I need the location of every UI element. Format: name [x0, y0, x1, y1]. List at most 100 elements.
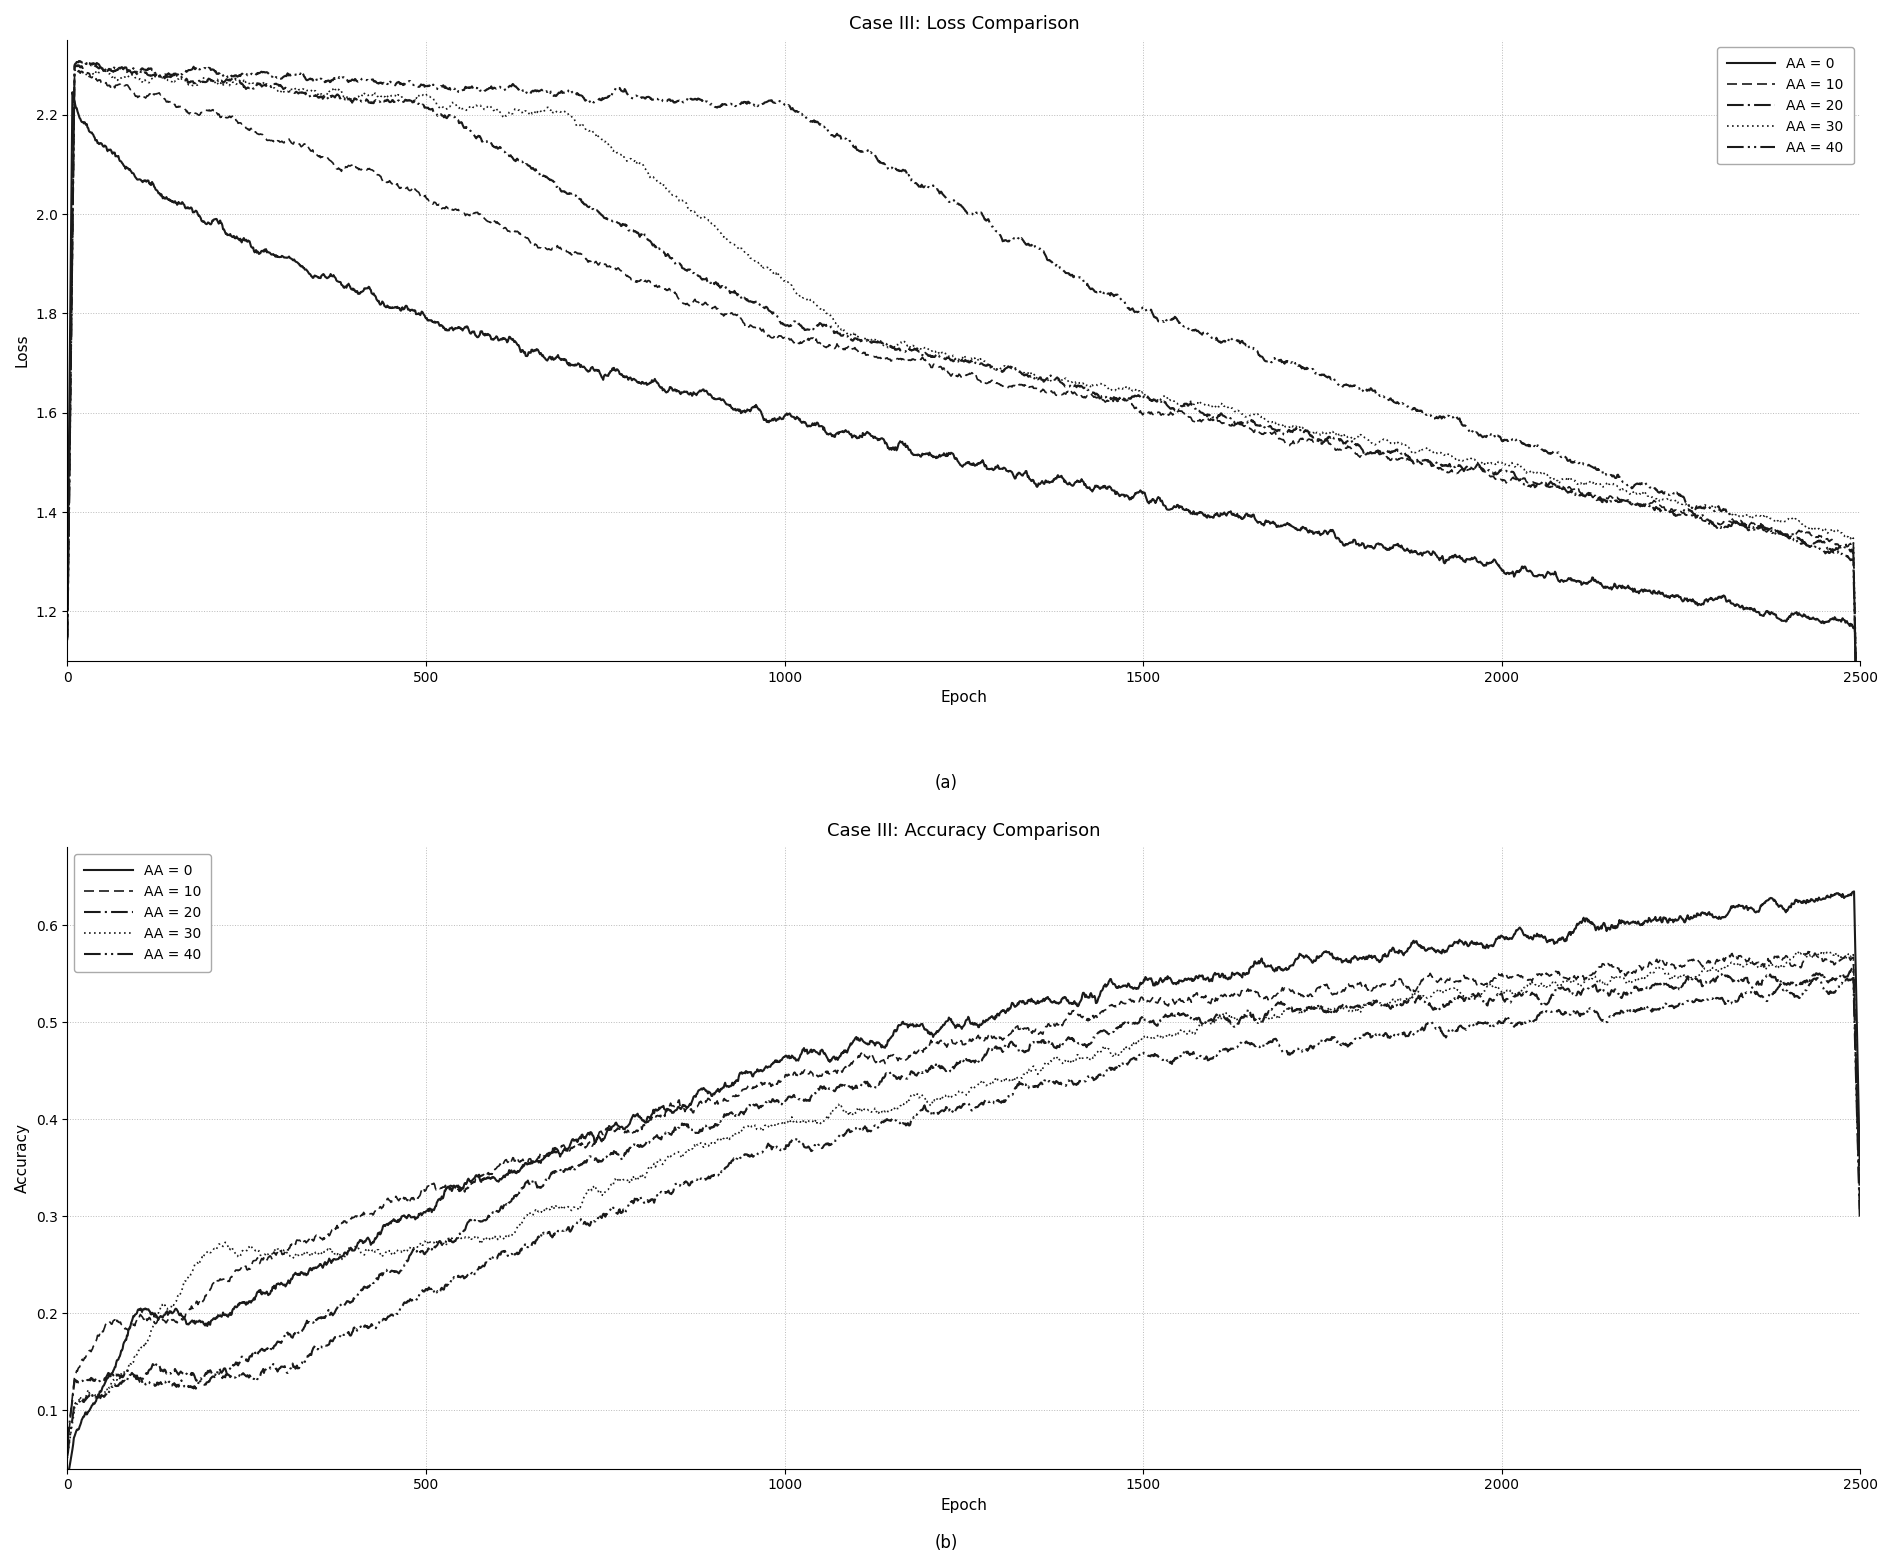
AA = 10: [93, 1319, 115, 1338]
AA = 20: [1056, 376, 1079, 395]
AA = 20: [752, 1097, 774, 1116]
AA = 0: [93, 136, 115, 155]
AA = 30: [752, 259, 774, 277]
AA = 20: [1656, 500, 1679, 519]
AA = 40: [93, 1387, 115, 1406]
AA = 10: [57, 1439, 80, 1457]
AA = 30: [93, 61, 115, 80]
AA = 30: [57, 1448, 80, 1467]
AA = 40: [1516, 1012, 1539, 1031]
Y-axis label: Loss: Loss: [15, 334, 30, 367]
AA = 40: [57, 627, 80, 646]
Legend: AA = 0, AA = 10, AA = 20, AA = 30, AA = 40: AA = 0, AA = 10, AA = 20, AA = 30, AA = …: [1717, 47, 1853, 165]
AA = 30: [1516, 462, 1539, 481]
AA = 30: [1656, 964, 1679, 983]
AA = 20: [1842, 957, 1865, 976]
Y-axis label: Accuracy: Accuracy: [15, 1124, 30, 1192]
AA = 30: [1516, 976, 1539, 995]
AA = 0: [1056, 475, 1079, 494]
AA = 10: [752, 320, 774, 338]
AA = 10: [93, 72, 115, 91]
AA = 40: [1516, 436, 1539, 454]
AA = 30: [1056, 371, 1079, 390]
Line: AA = 30: AA = 30: [68, 69, 1859, 838]
AA = 10: [1056, 1008, 1079, 1026]
AA = 0: [1656, 586, 1679, 605]
AA = 20: [1056, 1030, 1079, 1048]
Title: Case III: Accuracy Comparison: Case III: Accuracy Comparison: [827, 823, 1100, 840]
AA = 10: [752, 1075, 774, 1094]
Line: AA = 40: AA = 40: [68, 61, 1859, 852]
AA = 30: [1787, 942, 1810, 961]
Line: AA = 20: AA = 20: [68, 967, 1859, 1443]
AA = 40: [752, 1142, 774, 1161]
AA = 40: [1848, 843, 1870, 862]
AA = 0: [93, 1376, 115, 1395]
AA = 10: [1656, 954, 1679, 973]
AA = 40: [57, 1446, 80, 1465]
AA = 10: [1848, 1196, 1870, 1214]
AA = 20: [1516, 983, 1539, 1001]
AA = 40: [93, 61, 115, 80]
AA = 30: [1848, 1194, 1870, 1213]
AA = 10: [1848, 832, 1870, 851]
AA = 30: [57, 632, 80, 650]
AA = 10: [1516, 970, 1539, 989]
AA = 20: [57, 628, 80, 647]
AA = 20: [1656, 976, 1679, 995]
Line: AA = 30: AA = 30: [68, 951, 1859, 1457]
AA = 0: [1842, 882, 1865, 901]
AA = 10: [57, 630, 80, 649]
AA = 20: [1848, 840, 1870, 859]
AA = 40: [1056, 1073, 1079, 1092]
AA = 0: [752, 1062, 774, 1081]
AA = 20: [76, 53, 98, 72]
AA = 40: [1656, 486, 1679, 505]
AA = 10: [1590, 490, 1613, 509]
AA = 0: [1848, 887, 1870, 906]
AA = 40: [1588, 1009, 1611, 1028]
Line: AA = 0: AA = 0: [68, 92, 1859, 896]
AA = 0: [1656, 914, 1679, 932]
AA = 0: [57, 595, 80, 614]
X-axis label: Epoch: Epoch: [941, 691, 988, 705]
AA = 10: [68, 61, 91, 80]
AA = 40: [68, 52, 91, 71]
Title: Case III: Loss Comparison: Case III: Loss Comparison: [848, 16, 1079, 33]
AA = 20: [1590, 490, 1613, 509]
AA = 20: [1588, 981, 1611, 1000]
AA = 40: [1848, 1210, 1870, 1229]
AA = 40: [1806, 968, 1829, 987]
AA = 30: [1056, 1051, 1079, 1070]
AA = 0: [57, 1470, 80, 1489]
Text: (b): (b): [935, 1534, 958, 1553]
AA = 0: [1056, 992, 1079, 1011]
AA = 20: [57, 1434, 80, 1453]
AA = 20: [1848, 1200, 1870, 1219]
AA = 30: [1656, 490, 1679, 509]
AA = 20: [93, 60, 115, 78]
AA = 20: [93, 1371, 115, 1390]
AA = 0: [1516, 928, 1539, 946]
Line: AA = 0: AA = 0: [68, 892, 1859, 1479]
AA = 30: [752, 1119, 774, 1138]
AA = 40: [752, 94, 774, 113]
AA = 40: [1656, 995, 1679, 1014]
AA = 0: [61, 83, 83, 102]
AA = 10: [1656, 501, 1679, 520]
AA = 20: [752, 298, 774, 317]
AA = 0: [1848, 1155, 1870, 1174]
AA = 30: [91, 60, 114, 78]
AA = 30: [1848, 829, 1870, 848]
AA = 10: [1588, 957, 1611, 976]
AA = 30: [1590, 476, 1613, 495]
Line: AA = 20: AA = 20: [68, 63, 1859, 849]
AA = 10: [1796, 942, 1819, 961]
AA = 40: [1590, 459, 1613, 478]
AA = 0: [752, 409, 774, 428]
Legend: AA = 0, AA = 10, AA = 20, AA = 30, AA = 40: AA = 0, AA = 10, AA = 20, AA = 30, AA = …: [74, 854, 210, 972]
Line: AA = 10: AA = 10: [68, 71, 1859, 841]
AA = 30: [1588, 972, 1611, 990]
Line: AA = 40: AA = 40: [68, 978, 1859, 1456]
AA = 30: [93, 1384, 115, 1402]
